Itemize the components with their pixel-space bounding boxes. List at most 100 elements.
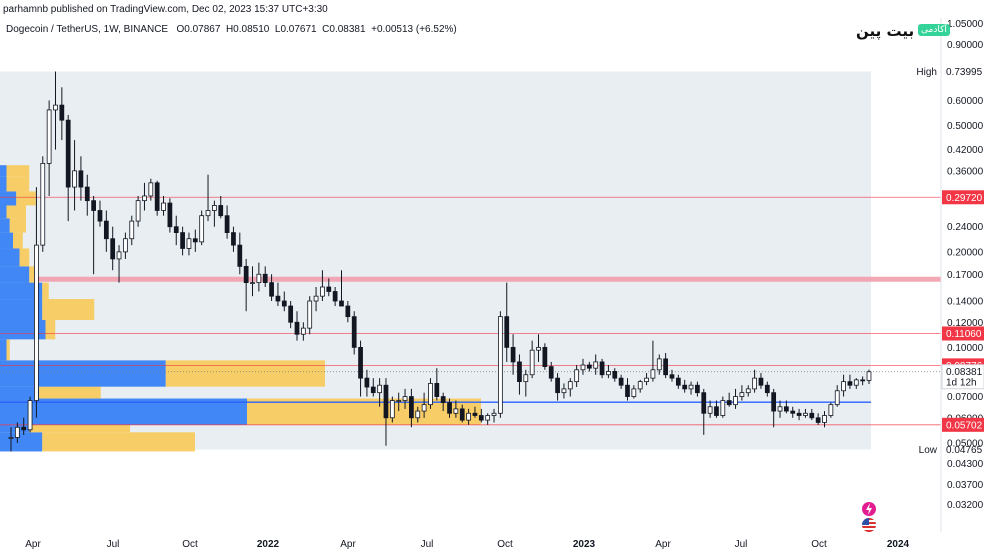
candle-body (663, 358, 668, 376)
candle-body (103, 220, 109, 240)
brand-name: بیت پین (856, 22, 915, 40)
candle-body (510, 346, 516, 363)
bar-countdown: 1d 12h (946, 378, 977, 389)
level-tag (942, 417, 984, 432)
candle-body (739, 392, 745, 397)
candle-body (612, 371, 618, 379)
level-tag-value: 0.11060 (946, 329, 982, 340)
profile-bar-buy (0, 176, 7, 192)
candle-body (345, 305, 351, 318)
price-axis[interactable]: 1.05000 0.90000 0.60000 0.50000 0.42000 0.360… (947, 19, 984, 511)
price-tick: 0.60000 (947, 96, 984, 107)
candle-body (262, 273, 268, 284)
candle-body (72, 170, 77, 188)
candle-body (675, 377, 681, 386)
ohlc-high: H0.08510 (225, 24, 270, 35)
candle-body (822, 415, 827, 423)
price-tick: 0.42000 (947, 145, 984, 156)
profile-bar-sell (6, 339, 10, 361)
profile-bar-buy (0, 248, 20, 267)
profile-bar-sell (13, 232, 23, 249)
candle-body (161, 202, 166, 211)
price-tick: 0.10000 (947, 343, 984, 354)
candle-body (803, 412, 808, 416)
price-tick: 0.14000 (947, 297, 984, 308)
candle-body (313, 295, 319, 302)
candle-body (707, 406, 713, 414)
candle-body (542, 346, 548, 367)
price-tick: 0.05000 (947, 438, 984, 449)
time-tick: 2024 (887, 539, 910, 550)
candle-body (307, 300, 313, 329)
time-tick: Apr (340, 539, 356, 550)
candle-body (421, 404, 427, 412)
profile-bar-sell (9, 218, 26, 233)
time-axis[interactable]: Apr Jul Oct 2022 Apr Jul Oct 2023 Apr Jul Oct 2024 (25, 539, 909, 550)
candles (8, 71, 872, 452)
candle-body (173, 226, 179, 233)
profile-bar-sell (42, 282, 49, 300)
profile-bar-sell (39, 386, 101, 399)
candle-body (580, 364, 586, 371)
candle-body (517, 361, 522, 383)
candle-body (53, 104, 58, 111)
price-tick: 0.20000 (947, 247, 984, 258)
candle-body (618, 377, 624, 386)
ohlc-change: +0.00513 (+6.52%) (371, 24, 457, 35)
profile-bar-buy (0, 299, 43, 320)
candle-body (237, 244, 243, 267)
candle-body (21, 426, 27, 431)
candle-body (250, 282, 255, 285)
candle-body (790, 410, 796, 414)
price-tick: 0.03700 (947, 480, 984, 491)
candle-body (453, 408, 459, 414)
range-high-value: 0.73995 (946, 67, 983, 78)
candle-body (97, 210, 103, 222)
price-tick: 0.90000 (947, 40, 984, 51)
profile-bar-buy (0, 339, 7, 361)
candle-body (745, 388, 751, 394)
candle-body (8, 437, 14, 439)
candle-body (828, 404, 834, 416)
candle-body (78, 170, 84, 188)
profile-bar-buy (0, 424, 30, 433)
candle-body (275, 295, 281, 302)
candle-body (91, 200, 96, 211)
price-tick: 0.50000 (947, 121, 984, 132)
candle-body (14, 426, 20, 438)
candle-body (815, 417, 821, 423)
candle-body (300, 327, 306, 335)
profile-bar-sell (29, 424, 130, 433)
candle-body (351, 316, 357, 348)
profile-bar-buy (0, 218, 10, 233)
profile-bar-sell (29, 266, 36, 283)
candle-body (764, 384, 770, 394)
us-flag-icon[interactable] (862, 518, 876, 532)
symbol-legend: Dogecoin / TetherUS, 1W, BINANCE O0.0786… (6, 24, 457, 35)
brand-logo: بیت پین آکادمی (852, 22, 950, 42)
candle-body (402, 396, 408, 401)
candle-body (637, 381, 643, 390)
time-tick: Oct (497, 539, 513, 550)
candle-body (59, 104, 65, 121)
time-tick: Jul (735, 539, 748, 550)
candle-body (192, 238, 198, 243)
candle-body (701, 392, 707, 414)
candle-body (567, 381, 573, 390)
last-price-tag (941, 364, 984, 390)
candle-body (625, 384, 630, 397)
candle-body (212, 205, 217, 211)
candle-body (218, 205, 224, 217)
time-tick: Oct (182, 539, 198, 550)
candle-body (485, 415, 491, 421)
candle-body (205, 210, 211, 217)
candle-body (383, 384, 389, 419)
profile-bar-buy (0, 191, 17, 206)
resistance-zone (34, 276, 941, 282)
lightning-icon[interactable] (862, 502, 876, 516)
candle-body (498, 316, 503, 414)
candle-body (358, 346, 363, 379)
candle-body (504, 316, 510, 348)
time-tick: Oct (811, 539, 827, 550)
